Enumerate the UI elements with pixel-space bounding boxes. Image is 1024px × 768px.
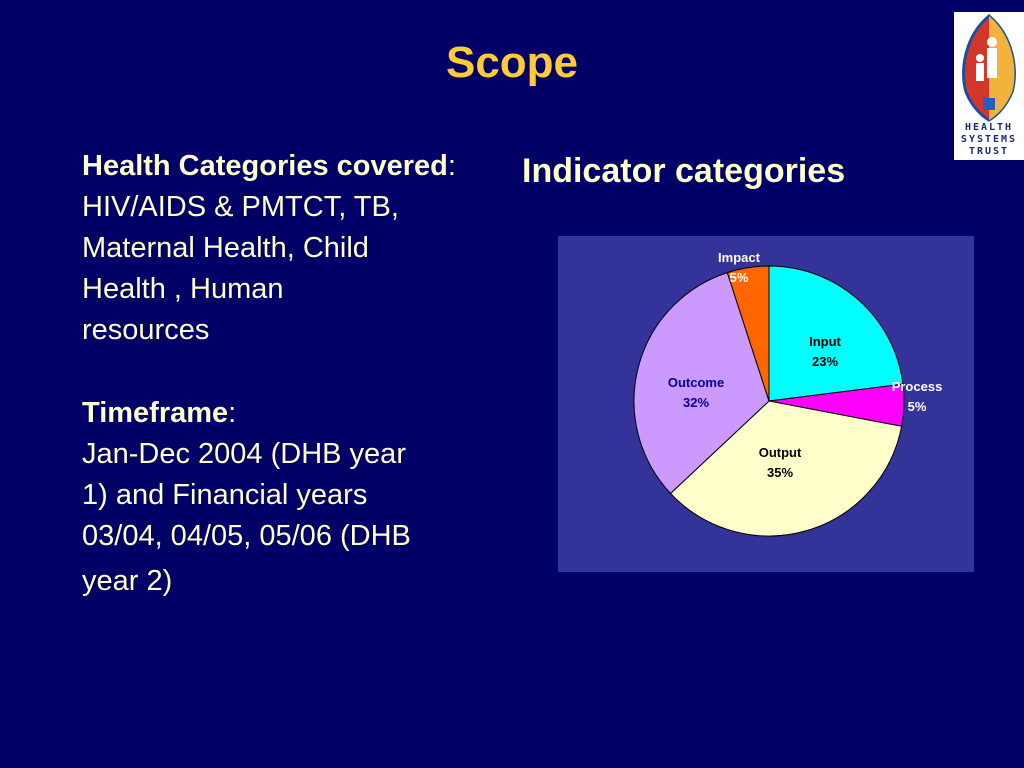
pie-chart-area: Impact 5% Input 23% Process 5% Outcome 32% O… [558, 236, 974, 572]
shield-logo-icon [962, 14, 1016, 122]
pie-slice-input [768, 265, 904, 402]
health-categories-line: resources [82, 314, 210, 346]
health-categories-line: HIV/AIDS & PMTCT, TB, [82, 191, 399, 223]
label-impact: Impact 5% [718, 250, 760, 285]
timeframe-line: year 2) [82, 565, 173, 597]
label-input: Input 23% [809, 334, 841, 369]
pie-slice-output [669, 400, 903, 537]
label-output: Output 35% [758, 445, 802, 480]
health-categories-heading: Health Categories covered [82, 150, 448, 182]
slide-title: Scope [445, 38, 579, 87]
left-text-column: Health Categories covered: HIV/AIDS & PM… [82, 146, 482, 602]
health-systems-trust-logo: HEALTH SYSTEMS TRUST [954, 12, 1024, 160]
health-categories-section: Health Categories covered: HIV/AIDS & PM… [82, 146, 482, 351]
timeframe-line: 1) and Financial years [82, 479, 368, 511]
label-process: Process 5% [891, 379, 943, 414]
health-categories-line: Maternal Health, Child [82, 232, 369, 264]
chart-title: Indicator categories [522, 152, 846, 190]
timeframe-section: Timeframe: Jan-Dec 2004 (DHB year 1) and… [82, 393, 482, 602]
timeframe-heading: Timeframe [82, 397, 229, 429]
timeframe-line: 03/04, 04/05, 05/06 (DHB [82, 520, 411, 552]
health-categories-line: Health , Human [82, 273, 284, 305]
label-outcome: Outcome 32% [667, 375, 725, 410]
pie-slice-outcome [633, 271, 770, 495]
pie-chart [633, 265, 905, 537]
pie-slice-impact [726, 265, 770, 402]
timeframe-line: Jan-Dec 2004 (DHB year [82, 438, 406, 470]
